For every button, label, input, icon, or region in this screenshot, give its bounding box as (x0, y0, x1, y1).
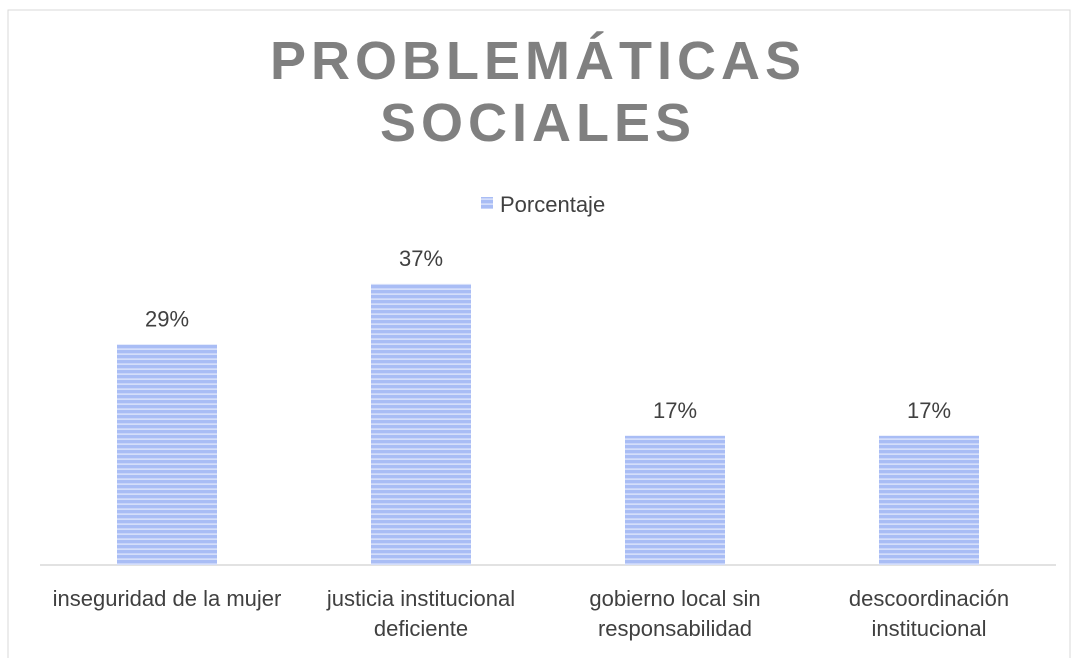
x-tick-label: gobierno local sin responsabilidad (589, 586, 761, 641)
data-label: 17% (907, 398, 951, 423)
data-label: 37% (399, 246, 443, 271)
legend-label: Porcentaje (500, 192, 605, 217)
bar (371, 283, 471, 565)
x-tick-label: justicia institucional deficiente (326, 586, 516, 641)
bar (879, 435, 979, 565)
legend-swatch (481, 197, 493, 209)
bar (625, 435, 725, 565)
chart-title: PROBLEMÁTICAS SOCIALES (270, 31, 806, 153)
x-tick-label: descoordinación institucional (848, 586, 1010, 641)
data-label: 17% (653, 398, 697, 423)
data-label: 29% (145, 307, 189, 332)
x-tick-label: inseguridad de la mujer (52, 586, 282, 611)
chart-frame (7, 9, 1071, 658)
bar (117, 344, 217, 565)
